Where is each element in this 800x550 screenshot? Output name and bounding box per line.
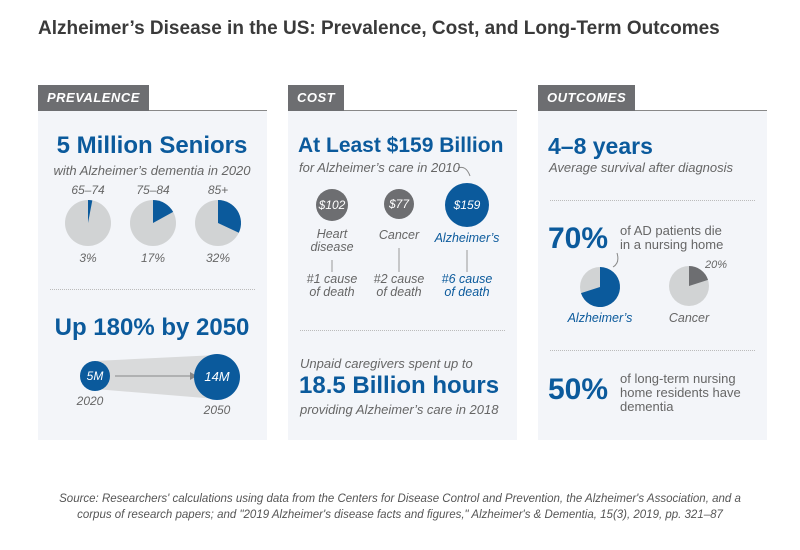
divider <box>38 110 267 111</box>
pie-label-alzheimers: Alzheimer’s <box>567 311 633 325</box>
cost-headline: At Least $159 Billion <box>298 134 504 157</box>
infographic-title: Alzheimer’s Disease in the US: Prevalenc… <box>38 18 720 39</box>
dotted-divider <box>300 330 505 331</box>
divider <box>538 110 767 111</box>
pct-label: 3% <box>79 251 97 265</box>
circle-alzheimers <box>445 183 489 227</box>
pie-label-cancer: Cancer <box>668 311 710 325</box>
pct-label: 17% <box>140 251 166 265</box>
death-rank: #1 cause of death <box>306 272 358 299</box>
source-line: corpus of research papers; and "2019 Alz… <box>77 509 723 521</box>
death-rank: #6 cause of death <box>441 272 493 299</box>
cancer-pie-slice <box>689 266 709 286</box>
residents-text-line: dementia <box>620 399 674 414</box>
prevalence-tab: PREVALENCE <box>38 85 149 111</box>
dotted-divider <box>550 200 755 201</box>
alzheimers-pie-slice <box>580 267 620 308</box>
nursing-text-line: in a nursing home <box>620 237 724 252</box>
cost-value: $77 <box>388 197 410 211</box>
cost-panel <box>288 111 517 440</box>
dotted-divider <box>550 350 755 351</box>
divider <box>288 110 517 111</box>
year-2050: 2050 <box>203 403 231 417</box>
prevalence-subtitle: with Alzheimer’s dementia in 2020 <box>53 163 251 178</box>
cost-value: $159 <box>453 198 481 212</box>
nursing-pct: 70% <box>548 222 609 255</box>
pct-label: 32% <box>205 251 231 265</box>
death-rank: #2 cause of death <box>373 272 425 299</box>
arrowhead-icon <box>190 372 197 380</box>
source-note: Source: Researchers' calculations using … <box>59 491 741 523</box>
curved-arrow-icon <box>457 166 471 177</box>
dotted-divider <box>50 289 255 290</box>
age-label: 85+ <box>207 183 229 197</box>
circle-heart <box>316 189 348 221</box>
caregivers-detail: providing Alzheimer’s care in 2018 <box>300 402 499 417</box>
circle-2050 <box>194 354 240 400</box>
cost-value: $102 <box>318 198 346 212</box>
year-2020: 2020 <box>76 394 104 408</box>
circle-2020 <box>80 361 110 391</box>
outcomes-tab: OUTCOMES <box>538 85 636 111</box>
cancer-pct: 20% <box>705 259 728 271</box>
value-2020: 5M <box>86 369 104 383</box>
residents-text-line: of long-term nursing <box>620 371 736 386</box>
outcomes-panel <box>538 111 767 440</box>
nursing-text: of AD patients die in a nursing home <box>620 224 723 252</box>
age-label: 75–84 <box>136 183 170 197</box>
residents-pct: 50% <box>548 373 609 406</box>
caregivers-intro: Unpaid caregivers spent up to <box>300 356 473 371</box>
age-label: 65–74 <box>71 183 105 197</box>
caregivers-hours: 18.5 Billion hours <box>299 372 500 399</box>
age-pie-slice <box>88 200 93 223</box>
disease-name: Cancer <box>378 228 420 242</box>
residents-text: of long-term nursing home residents have d… <box>620 372 741 414</box>
prevalence-headline: 5 Million Seniors <box>56 132 248 159</box>
cost-subtitle: for Alzheimer’s care in 2010 <box>299 160 460 175</box>
disease-name: Heart disease <box>310 227 354 254</box>
disease-name: Alzheimer’s <box>434 231 500 245</box>
growth-band <box>95 355 217 399</box>
circle-cancer <box>384 189 414 219</box>
age-pie-slice <box>153 200 174 223</box>
residents-text-line: home residents have <box>620 385 741 400</box>
outcomes-headline: 4–8 years <box>548 133 653 159</box>
value-2050: 14M <box>204 369 230 384</box>
nursing-text-line: of AD patients die <box>620 223 722 238</box>
age-pie-slice <box>218 200 242 233</box>
outcomes-subtitle: Average survival after diagnosis <box>549 160 734 175</box>
source-line: Source: Researchers' calculations using … <box>59 493 741 505</box>
growth-headline: Up 180% by 2050 <box>54 314 250 341</box>
cost-tab: COST <box>288 85 345 111</box>
curved-arrow-icon <box>612 252 619 268</box>
